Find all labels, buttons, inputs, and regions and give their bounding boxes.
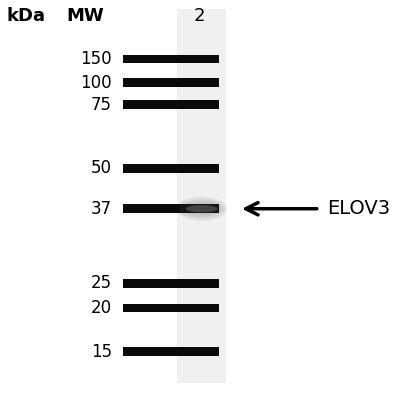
Bar (123, 164, 218, 172)
Ellipse shape (181, 201, 222, 217)
Text: 50: 50 (91, 159, 112, 177)
Text: 25: 25 (91, 274, 112, 292)
Text: 20: 20 (91, 299, 112, 317)
Text: 100: 100 (80, 74, 112, 92)
Bar (123, 347, 218, 356)
Text: 2: 2 (194, 8, 206, 26)
Text: 150: 150 (80, 50, 112, 68)
Bar (123, 279, 218, 288)
Text: 15: 15 (91, 343, 112, 361)
Text: 37: 37 (91, 200, 112, 218)
Ellipse shape (183, 203, 220, 214)
Text: 75: 75 (91, 96, 112, 114)
Bar (123, 100, 218, 109)
Text: ELOV3: ELOV3 (327, 199, 390, 218)
Bar (177, 9, 226, 383)
Bar (123, 55, 218, 63)
Text: kDa: kDa (6, 8, 45, 26)
Ellipse shape (186, 205, 218, 212)
Bar (123, 78, 218, 87)
Ellipse shape (179, 199, 225, 219)
Bar (123, 304, 218, 312)
Ellipse shape (176, 196, 227, 221)
Bar (123, 204, 218, 213)
Text: MW: MW (67, 8, 104, 26)
